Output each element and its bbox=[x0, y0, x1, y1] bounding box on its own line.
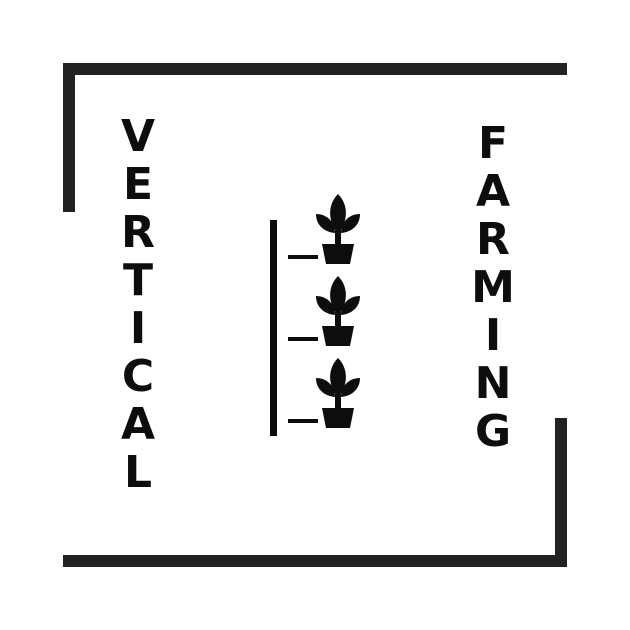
potted-plant-icon bbox=[288, 194, 360, 264]
rack-pole bbox=[270, 220, 277, 436]
plant-shelves bbox=[288, 194, 360, 428]
frame-right-bar bbox=[555, 418, 567, 567]
potted-plant-icon bbox=[288, 358, 360, 428]
logo-letter: N bbox=[474, 358, 512, 409]
frame-bottom-bar bbox=[63, 555, 567, 567]
logo-letter: I bbox=[484, 310, 502, 361]
logo-letter: R bbox=[121, 207, 155, 258]
logo-letter: G bbox=[474, 406, 512, 457]
logo-letter: A bbox=[120, 399, 156, 450]
logo-letter: L bbox=[123, 447, 153, 498]
logo-letter: E bbox=[122, 159, 154, 210]
logo-letter: A bbox=[475, 166, 511, 217]
vertical-plant-rack-icon bbox=[270, 194, 360, 436]
potted-plant-icon bbox=[288, 276, 360, 346]
logo-letter: C bbox=[121, 351, 155, 402]
logo-letter: V bbox=[120, 111, 156, 162]
logo-letter: R bbox=[476, 214, 510, 265]
logo-letter: M bbox=[471, 262, 515, 313]
logo-letter: F bbox=[477, 118, 509, 169]
frame-left-bar bbox=[63, 63, 75, 212]
logo-letter: I bbox=[129, 303, 147, 354]
logo-letter: T bbox=[122, 255, 153, 306]
frame-top-bar bbox=[63, 63, 567, 75]
